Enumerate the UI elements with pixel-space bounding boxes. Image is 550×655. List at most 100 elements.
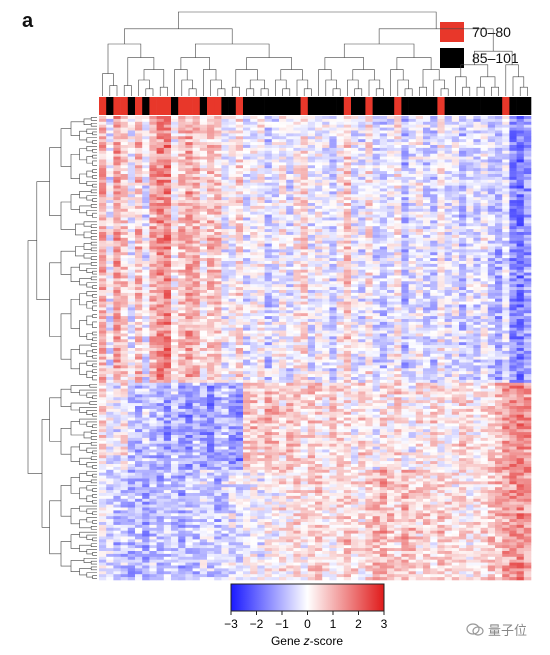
heatmap-cell [358, 208, 366, 212]
heatmap-cell [329, 324, 337, 328]
heatmap-cell [415, 232, 424, 236]
heatmap-cell [459, 176, 467, 181]
heatmap-cell [358, 211, 366, 215]
heatmap-cell [329, 203, 337, 207]
heatmap-cell [387, 237, 395, 241]
heatmap-cell [135, 194, 143, 198]
heatmap-cell [466, 162, 474, 166]
heatmap-cell [163, 269, 172, 273]
heatmap-cell [480, 292, 489, 297]
heatmap-cell [343, 179, 352, 183]
heatmap-cell [207, 205, 215, 210]
heatmap-cell [228, 229, 237, 233]
heatmap-cell [192, 182, 201, 186]
heatmap-cell [444, 124, 453, 128]
heatmap-cell [466, 156, 474, 160]
heatmap-cell [336, 214, 345, 218]
heatmap-cell [127, 133, 136, 137]
heatmap-cell [300, 159, 309, 163]
column-dendrogram-branch [354, 88, 363, 96]
heatmap-cell [401, 269, 409, 273]
heatmap-cell [358, 191, 366, 195]
heatmap-cell [99, 266, 107, 270]
heatmap-cell [228, 278, 237, 282]
heatmap-cell [430, 261, 438, 265]
heatmap-cell [135, 304, 143, 308]
heatmap-cell [487, 133, 496, 137]
heatmap-cell [351, 211, 359, 215]
heatmap-cell [451, 118, 460, 123]
heatmap-cell [444, 211, 453, 215]
heatmap-cell [459, 246, 467, 250]
heatmap-cell [106, 237, 114, 241]
heatmap-cell [437, 252, 445, 256]
heatmap-cell [365, 124, 373, 128]
heatmap-cell [509, 287, 517, 291]
heatmap-cell [322, 188, 330, 192]
heatmap-cell [250, 191, 258, 195]
heatmap-cell [459, 330, 467, 334]
heatmap-cell [257, 304, 265, 308]
heatmap-cell [336, 185, 345, 189]
heatmap-cell [307, 226, 316, 230]
heatmap-cell [307, 130, 316, 134]
heatmap-cell [437, 327, 445, 331]
heatmap-cell [444, 171, 453, 175]
row-dendrogram-branch [86, 195, 97, 201]
heatmap-cell [523, 339, 532, 343]
heatmap-cell [106, 142, 114, 146]
heatmap-cell [178, 255, 186, 259]
heatmap-cell [214, 127, 222, 131]
heatmap-cell [509, 295, 517, 299]
heatmap-cell [207, 313, 215, 317]
column-annotation-cell [343, 97, 352, 115]
heatmap-cell [106, 176, 114, 181]
heatmap-cell [221, 269, 229, 273]
heatmap-cell [451, 327, 460, 331]
heatmap-cell [351, 284, 359, 288]
heatmap-cell [257, 246, 265, 250]
heatmap-cell [250, 319, 258, 323]
heatmap-cell [163, 290, 172, 294]
heatmap-cell [523, 150, 532, 154]
heatmap-cell [437, 159, 445, 163]
heatmap-cell [379, 194, 388, 198]
heatmap-cell [264, 223, 273, 227]
heatmap-cell [149, 174, 157, 178]
heatmap-cell [444, 174, 453, 178]
heatmap-cell [221, 278, 229, 282]
row-dendrogram-branch [92, 314, 97, 318]
heatmap-cell [336, 150, 345, 154]
heatmap-cell [444, 295, 453, 299]
heatmap-cell [113, 223, 121, 227]
heatmap-cell [408, 237, 417, 241]
heatmap-cell [250, 275, 258, 279]
row-dendrogram-branch [86, 410, 97, 415]
heatmap-cell [214, 243, 222, 247]
heatmap-cell [113, 307, 121, 311]
heatmap-cell [199, 176, 208, 181]
heatmap-cell [149, 316, 157, 320]
heatmap-cell [142, 252, 150, 256]
heatmap-cell [509, 249, 517, 253]
heatmap-cell [437, 147, 445, 152]
column-dendrogram-branch [352, 69, 375, 80]
heatmap-cell [394, 226, 402, 230]
heatmap-cell [315, 246, 323, 250]
heatmap-cell [343, 339, 352, 343]
heatmap-cell [336, 298, 345, 302]
heatmap-cell [480, 263, 489, 268]
heatmap-cell [351, 197, 359, 201]
row-dendrogram-branch [79, 531, 97, 538]
heatmap-cell [423, 174, 431, 178]
heatmap-cell [120, 145, 129, 149]
heatmap-cell [329, 275, 337, 279]
heatmap-cell [315, 319, 323, 323]
heatmap-cell [250, 313, 258, 317]
heatmap-cell [358, 263, 366, 268]
heatmap-cell [257, 310, 265, 314]
heatmap-cell [300, 147, 309, 152]
heatmap-cell [185, 258, 193, 262]
heatmap-cell [523, 301, 532, 305]
heatmap-cell [358, 171, 366, 175]
